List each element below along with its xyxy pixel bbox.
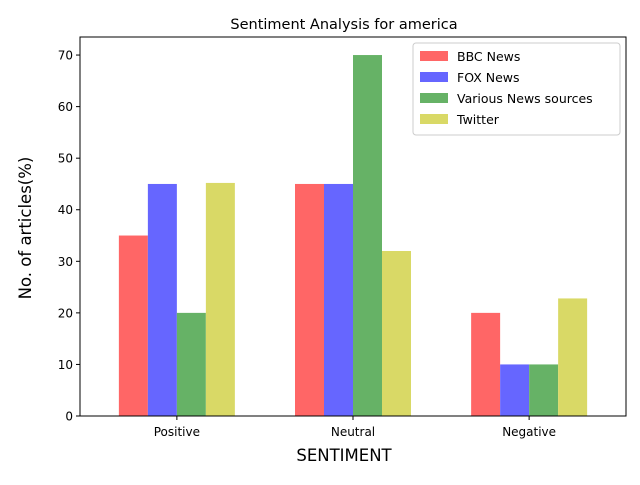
legend: BBC News FOX News Various News sources Twit… xyxy=(412,42,621,136)
x-tick-label: Negative xyxy=(502,425,556,439)
y-axis-title: No. of articles(%) xyxy=(16,157,35,300)
legend-label: FOX News xyxy=(457,70,520,85)
bar-fox-news-negative xyxy=(500,364,530,416)
axes-layer: Positive Neutral Negative 0 10 20 30 40 50 60 70 xyxy=(58,36,627,439)
bar-twitter-positive xyxy=(205,182,235,416)
legend-swatch xyxy=(420,51,448,61)
bar-various-news-sources-neutral xyxy=(353,55,382,417)
x-tick-label: Neutral xyxy=(331,425,375,439)
y-tick-label: 60 xyxy=(58,100,73,114)
bar-fox-news-neutral xyxy=(324,183,353,416)
legend-swatch xyxy=(420,93,448,103)
plot-frame xyxy=(79,36,627,417)
bar-bbc-news-neutral xyxy=(295,183,324,416)
y-tick-label: 30 xyxy=(58,255,73,269)
x-axis-title: SENTIMENT xyxy=(296,446,392,465)
legend-label: Twitter xyxy=(456,112,500,127)
y-tick-label: 40 xyxy=(58,203,73,217)
legend-swatch xyxy=(420,72,448,82)
chart-title: Sentiment Analysis for america xyxy=(230,17,457,33)
bar-various-news-sources-negative xyxy=(529,364,559,416)
legend-label: Various News sources xyxy=(457,91,593,106)
y-tick-label: 10 xyxy=(58,358,73,372)
y-tick-label: 20 xyxy=(58,306,73,320)
y-tick-label: 70 xyxy=(58,49,73,63)
x-tick-label: Positive xyxy=(154,425,200,439)
bar-fox-news-positive xyxy=(147,183,177,416)
bar-various-news-sources-positive xyxy=(176,312,206,416)
legend-box xyxy=(412,42,621,136)
bars-layer xyxy=(118,55,588,417)
bar-bbc-news-positive xyxy=(118,235,148,416)
legend-swatch xyxy=(420,114,448,124)
y-tick-label: 0 xyxy=(65,410,73,424)
bar-twitter-neutral xyxy=(382,250,411,416)
legend-label: BBC News xyxy=(457,49,520,64)
bar-twitter-negative xyxy=(558,298,588,416)
y-tick-label: 50 xyxy=(58,152,73,166)
bar-bbc-news-negative xyxy=(471,312,501,416)
